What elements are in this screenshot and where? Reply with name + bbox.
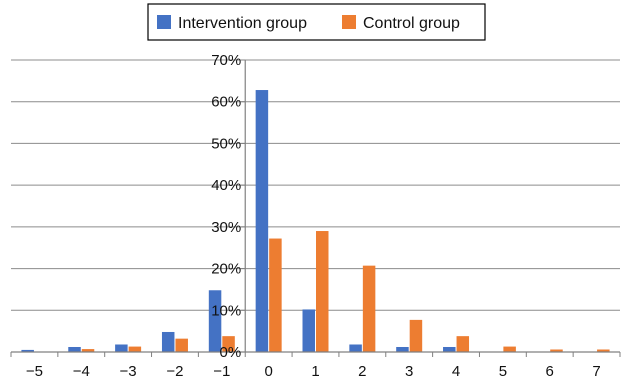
bar-intervention	[21, 349, 34, 352]
x-tick-label: 7	[592, 363, 600, 380]
bar-control	[362, 265, 376, 352]
bar-control	[316, 231, 329, 352]
bar-intervention	[208, 290, 222, 352]
x-tick-label: −5	[26, 363, 43, 380]
y-tick-label: 30%	[211, 219, 241, 236]
bar-control	[81, 349, 95, 352]
x-tick-label: −1	[213, 363, 230, 380]
x-tick-label: 5	[499, 363, 507, 380]
bar-control	[128, 346, 142, 352]
gridlines	[11, 59, 620, 311]
x-tick-label: −2	[166, 363, 183, 380]
legend: Intervention group Control group	[147, 3, 486, 41]
bar-intervention	[68, 346, 81, 352]
bar-intervention	[115, 344, 128, 352]
x-tick-label: −4	[73, 363, 90, 380]
x-tick-labels: −5 −4 −3 −2 −1 0 1 2 3 4 5 6 7	[26, 363, 601, 380]
y-tick-label: 0%	[220, 344, 242, 361]
bar-intervention	[255, 90, 269, 352]
bar-intervention	[396, 346, 409, 352]
x-tick-label: 3	[405, 363, 413, 380]
legend-label-intervention: Intervention group	[178, 15, 307, 32]
legend-box	[147, 3, 486, 41]
bar-control	[456, 336, 470, 352]
bar-intervention	[349, 344, 362, 352]
x-tick-label: 4	[452, 363, 460, 380]
bar-control	[269, 238, 282, 352]
y-tick-labels: 0% 10% 20% 30% 40% 50% 60% 70%	[211, 52, 241, 361]
bar-control	[597, 349, 610, 352]
x-tick-label: 6	[546, 363, 554, 380]
y-tick-label: 60%	[211, 94, 241, 111]
bar-control	[409, 319, 423, 352]
x-tick-label: −3	[120, 363, 137, 380]
bar-intervention	[443, 346, 456, 352]
axes	[10, 59, 621, 357]
x-tick-label: 0	[264, 363, 272, 380]
legend-swatch-intervention	[157, 15, 171, 29]
y-tick-label: 50%	[211, 135, 241, 152]
bar-control	[503, 346, 516, 352]
legend-label-control: Control group	[363, 15, 460, 32]
bar-control	[222, 336, 235, 352]
bars	[21, 90, 610, 352]
x-tick-label: 1	[311, 363, 319, 380]
bar-control	[175, 338, 188, 352]
bar-intervention	[302, 309, 315, 352]
y-tick-label: 70%	[211, 52, 241, 69]
y-tick-label: 40%	[211, 177, 241, 194]
legend-swatch-control	[342, 15, 356, 29]
y-tick-label: 10%	[211, 302, 241, 319]
bar-intervention	[161, 331, 175, 352]
y-tick-label: 20%	[211, 261, 241, 278]
x-tick-label: 2	[358, 363, 366, 380]
bar-control	[550, 349, 563, 352]
